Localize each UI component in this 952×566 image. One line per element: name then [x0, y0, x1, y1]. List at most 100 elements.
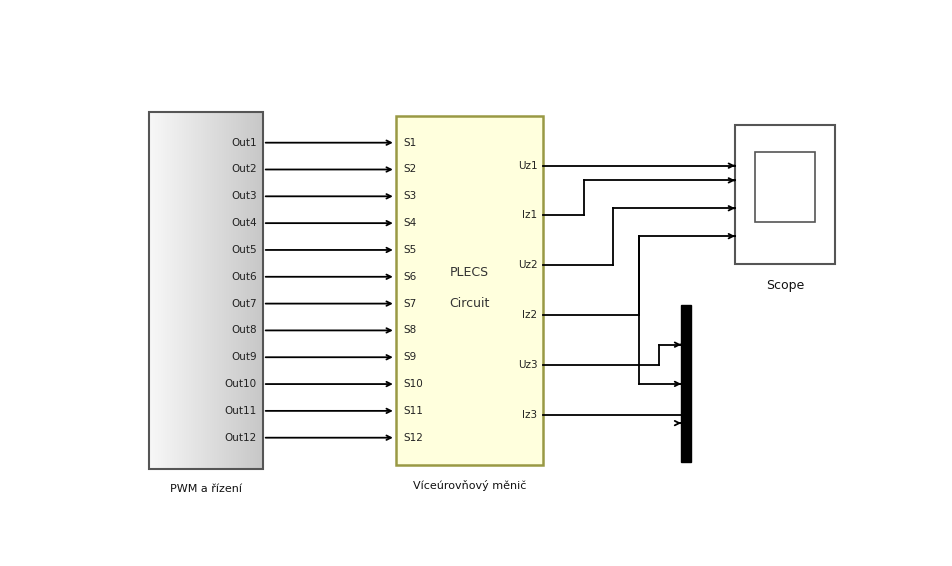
Bar	[164, 112, 165, 469]
Bar	[159, 112, 160, 469]
Bar	[210, 112, 212, 469]
Bar	[221, 112, 223, 469]
Bar	[254, 112, 255, 469]
Bar	[178, 112, 179, 469]
Bar	[176, 112, 177, 469]
Bar	[206, 112, 207, 469]
Bar	[161, 112, 162, 469]
Bar	[249, 112, 251, 469]
Bar	[187, 112, 188, 469]
Bar	[205, 112, 207, 469]
Bar	[261, 112, 262, 469]
Bar	[232, 112, 233, 469]
Bar	[247, 112, 248, 469]
Bar	[208, 112, 209, 469]
Text: Iz1: Iz1	[523, 211, 537, 221]
Bar	[218, 112, 219, 469]
Bar	[187, 112, 188, 469]
Bar	[231, 112, 232, 469]
Bar	[215, 112, 216, 469]
Bar	[152, 112, 153, 469]
Bar	[190, 112, 191, 469]
Bar	[159, 112, 161, 469]
Bar	[179, 112, 181, 469]
Bar	[160, 112, 161, 469]
Bar	[224, 112, 226, 469]
Bar	[157, 112, 158, 469]
Bar	[172, 112, 174, 469]
Text: Out7: Out7	[231, 299, 257, 308]
Bar	[263, 112, 264, 469]
Bar	[210, 112, 211, 469]
Bar	[238, 112, 239, 469]
Bar	[213, 112, 214, 469]
Bar	[162, 112, 164, 469]
Bar	[216, 112, 217, 469]
Bar	[199, 112, 200, 469]
Text: S3: S3	[403, 191, 416, 201]
Bar	[184, 112, 186, 469]
Bar	[227, 112, 228, 469]
Text: Out10: Out10	[225, 379, 257, 389]
Bar	[202, 112, 204, 469]
Text: S2: S2	[403, 165, 416, 174]
Bar	[260, 112, 261, 469]
Bar	[162, 112, 163, 469]
Bar	[168, 112, 169, 469]
Bar	[161, 112, 163, 469]
Bar	[217, 112, 218, 469]
Bar	[224, 112, 225, 469]
Bar	[223, 112, 224, 469]
Bar	[175, 112, 177, 469]
Text: S6: S6	[403, 272, 416, 282]
Bar	[682, 306, 691, 462]
Bar	[230, 112, 231, 469]
Bar	[258, 112, 260, 469]
Text: Out8: Out8	[231, 325, 257, 336]
Bar	[198, 112, 200, 469]
Bar	[169, 112, 170, 469]
Bar	[150, 112, 151, 469]
Bar	[238, 112, 240, 469]
Bar	[164, 112, 166, 469]
Bar	[155, 112, 157, 469]
Bar	[170, 112, 171, 469]
Bar	[156, 112, 157, 469]
Bar	[150, 112, 152, 469]
Bar	[163, 112, 164, 469]
Bar	[171, 112, 172, 469]
Bar	[165, 112, 166, 469]
Bar	[182, 112, 184, 469]
Bar	[174, 112, 175, 469]
Bar	[240, 112, 241, 469]
Bar	[158, 112, 159, 469]
Bar	[185, 112, 186, 469]
Bar	[212, 112, 213, 469]
Bar	[201, 112, 203, 469]
Bar	[169, 112, 171, 469]
Text: Víceúrovňový měnič: Víceúrovňový měnič	[413, 480, 526, 491]
Bar	[191, 112, 192, 469]
Bar	[735, 125, 835, 264]
Text: S12: S12	[403, 432, 423, 443]
Bar	[183, 112, 184, 469]
Text: S8: S8	[403, 325, 416, 336]
Bar	[214, 112, 215, 469]
Bar	[167, 112, 169, 469]
Bar	[181, 112, 182, 469]
Bar	[396, 116, 544, 465]
Bar	[167, 112, 168, 469]
Bar	[243, 112, 244, 469]
Bar	[209, 112, 211, 469]
Text: Out3: Out3	[231, 191, 257, 201]
Bar	[188, 112, 189, 469]
Bar	[218, 112, 220, 469]
Bar	[186, 112, 187, 469]
Bar	[234, 112, 235, 469]
Bar	[182, 112, 183, 469]
Bar	[177, 112, 178, 469]
Bar	[755, 152, 815, 222]
Bar	[194, 112, 195, 469]
Bar	[225, 112, 226, 469]
Text: Out4: Out4	[231, 218, 257, 228]
